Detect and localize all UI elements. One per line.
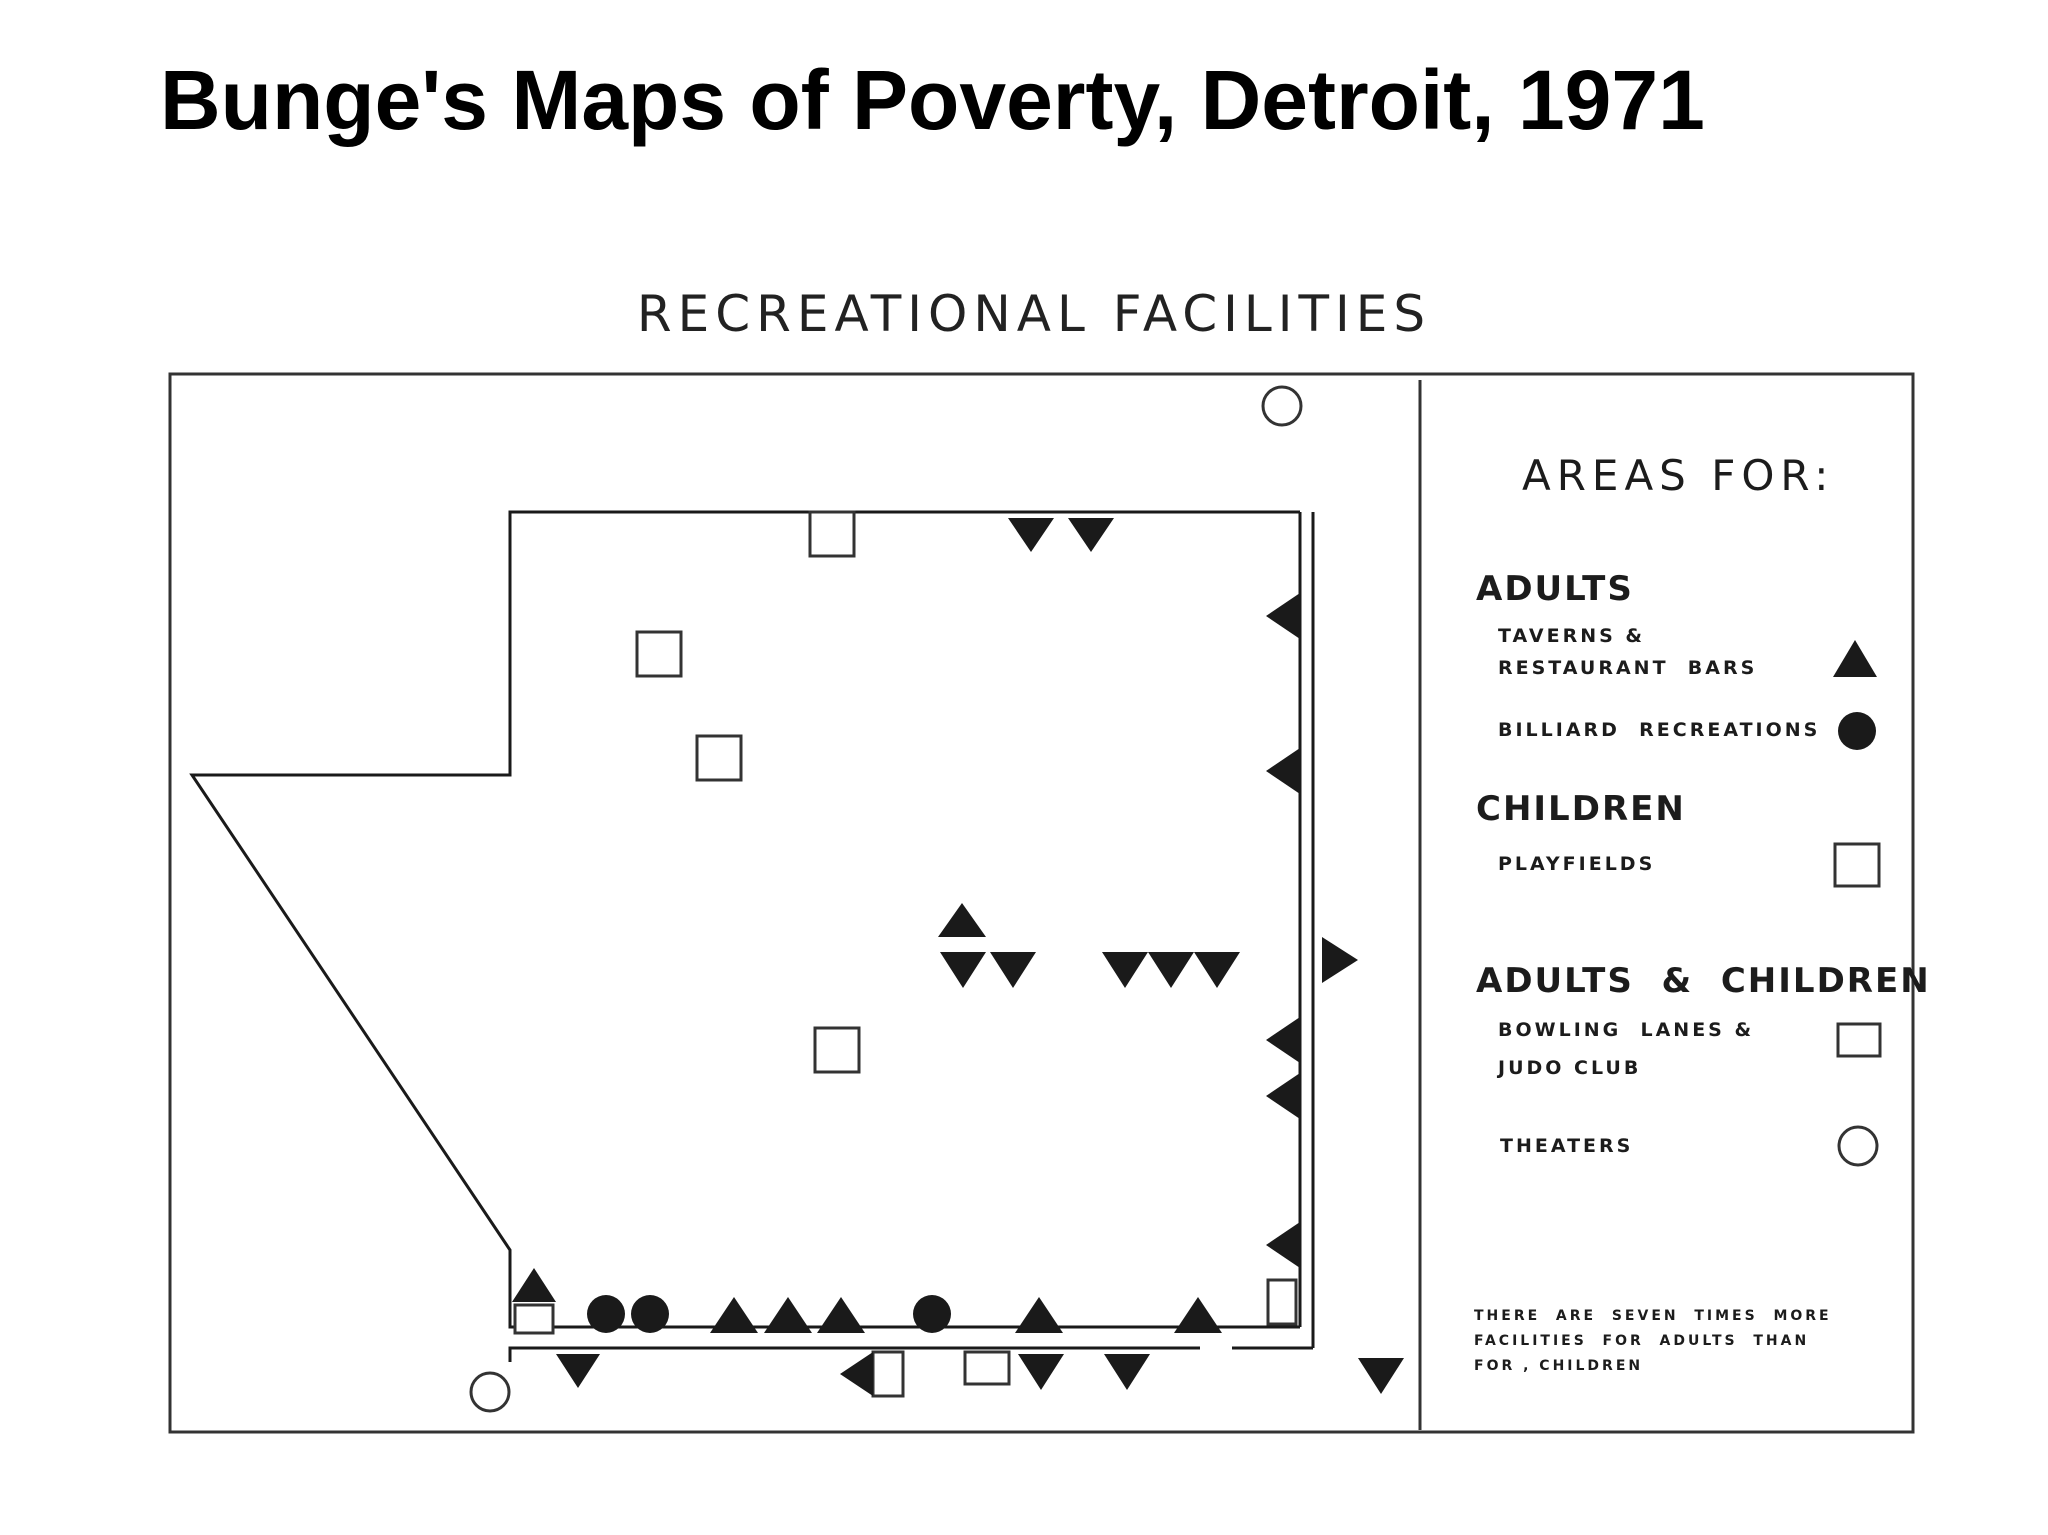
tavern-marker — [1068, 518, 1114, 552]
neighborhood-boundary — [189, 510, 1300, 1329]
tavern-marker — [764, 1297, 812, 1333]
billiard-marker — [913, 1295, 951, 1333]
tavern-marker — [1015, 1297, 1063, 1333]
tavern-marker — [1008, 518, 1054, 552]
map-legend: AREAS FOR: ADULTS TAVERNS & RESTAURANT B… — [1474, 451, 1931, 1374]
theater-marker — [469, 1371, 511, 1413]
tavern-marker — [512, 1268, 556, 1302]
legend-item-label: PLAYFIELDS — [1498, 853, 1655, 875]
tavern-marker — [1174, 1297, 1222, 1333]
playfield-marker — [813, 1026, 861, 1074]
theater-marker — [1261, 385, 1303, 427]
tavern-marker — [1266, 1017, 1300, 1063]
tavern-marker — [1358, 1358, 1404, 1394]
open-square-icon — [1833, 842, 1881, 888]
legend-note-line: THERE ARE SEVEN TIMES MORE — [1474, 1308, 1832, 1324]
open-square-icon — [1836, 1022, 1882, 1058]
legend-item-label: JUDO CLUB — [1496, 1057, 1641, 1079]
tavern-marker — [840, 1352, 873, 1396]
tavern-marker — [1104, 1354, 1150, 1390]
legend-group-adults: ADULTS — [1476, 569, 1634, 609]
tavern-marker — [990, 952, 1036, 988]
tavern-marker — [710, 1297, 758, 1333]
legend-group-children: CHILDREN — [1476, 789, 1686, 829]
tavern-marker — [940, 952, 986, 988]
map-frame — [168, 372, 1915, 1434]
legend-item-label: RESTAURANT BARS — [1498, 657, 1757, 679]
bowling-marker — [1266, 1278, 1298, 1326]
slide-title: Bunge's Maps of Poverty, Detroit, 1971 — [160, 53, 1705, 147]
tavern-marker — [556, 1354, 600, 1388]
tavern-marker — [1194, 952, 1240, 988]
legend-item-label: THEATERS — [1500, 1135, 1633, 1157]
legend-note-line: FACILITIES FOR ADULTS THAN — [1474, 1333, 1809, 1349]
playfield-marker — [513, 1303, 555, 1335]
south-street-line — [508, 1346, 1200, 1362]
legend-item-label: TAVERNS & — [1498, 625, 1645, 647]
tavern-marker — [1322, 937, 1358, 983]
tavern-marker — [1266, 1222, 1300, 1268]
legend-item-label: BOWLING LANES & — [1498, 1019, 1754, 1041]
tavern-marker — [1148, 952, 1194, 988]
billiard-marker — [631, 1295, 669, 1333]
tavern-marker — [817, 1297, 865, 1333]
playfield-marker — [808, 510, 856, 558]
tavern-marker — [1018, 1354, 1064, 1390]
tavern-marker — [1266, 748, 1300, 794]
tavern-marker — [1266, 1073, 1300, 1119]
playfield-marker — [695, 734, 743, 782]
tavern-marker — [1102, 952, 1148, 988]
playfield-marker — [635, 630, 683, 678]
legend-group-adults-children: ADULTS & CHILDREN — [1476, 961, 1931, 1001]
billiard-marker — [587, 1295, 625, 1333]
tavern-marker — [1266, 593, 1300, 639]
filled-circle-icon — [1838, 712, 1876, 750]
open-circle-icon — [1837, 1125, 1879, 1167]
bowling-marker — [963, 1350, 1011, 1386]
legend-item-label: BILLIARD RECREATIONS — [1498, 719, 1820, 741]
playfield-marker — [871, 1350, 905, 1398]
legend-note-line: FOR , CHILDREN — [1474, 1358, 1643, 1374]
legend-heading: AREAS FOR: — [1522, 451, 1834, 500]
filled-triangle-icon — [1833, 640, 1877, 677]
tavern-marker — [938, 903, 986, 937]
map-title: RECREATIONAL FACILITIES — [636, 285, 1432, 343]
